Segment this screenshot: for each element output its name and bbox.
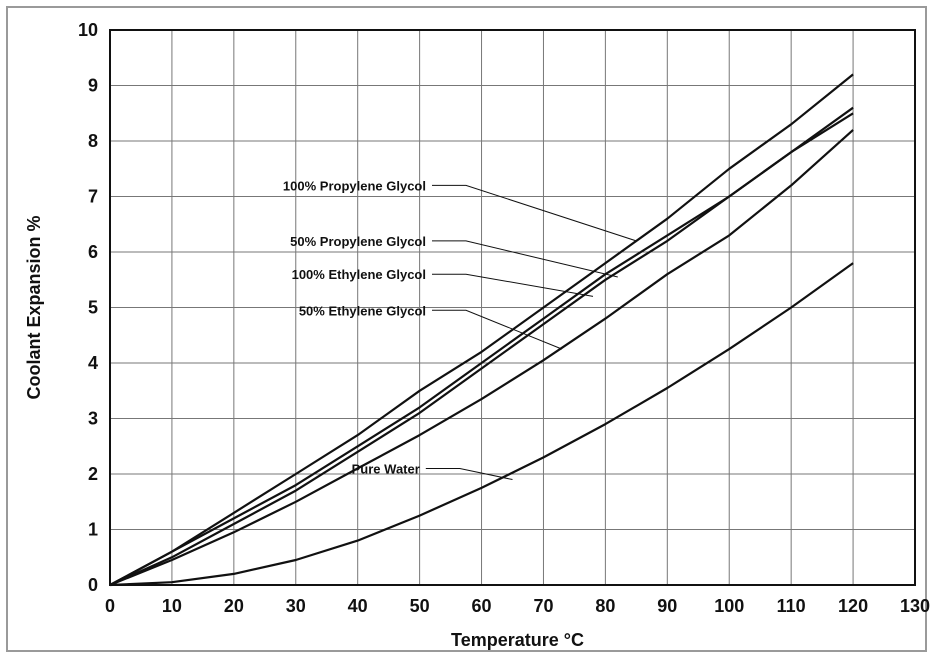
leader-line (432, 309, 563, 350)
grid (109, 29, 916, 586)
x-tick-label: 120 (838, 596, 868, 616)
y-tick-label: 3 (88, 409, 98, 429)
leader-line (425, 467, 513, 481)
x-tick-label: 30 (286, 596, 306, 616)
leader-line (432, 184, 637, 242)
y-tick-label: 7 (88, 187, 98, 207)
series-label: 100% Propylene Glycol (283, 178, 426, 193)
y-tick-label: 6 (88, 242, 98, 262)
x-tick-label: 60 (472, 596, 492, 616)
x-tick-label: 90 (657, 596, 677, 616)
y-tick-label: 0 (88, 575, 98, 595)
x-tick-label: 80 (595, 596, 615, 616)
y-tick-label: 9 (88, 76, 98, 96)
y-tick-label: 10 (78, 20, 98, 40)
leader-line (432, 273, 594, 297)
series-label: 50% Propylene Glycol (290, 234, 426, 249)
x-tick-label: 0 (105, 596, 115, 616)
y-tick-label: 1 (88, 520, 98, 540)
series-line (109, 73, 854, 586)
x-tick-label: 70 (533, 596, 553, 616)
x-axis-ticks: 0 10 20 30 40 50 60 70 80 90 100 110 120 130 (105, 596, 930, 616)
series-annotations: 100% Propylene Glycol 50% Propylene Glyco… (283, 178, 637, 481)
x-tick-label: 50 (410, 596, 430, 616)
series-label: 100% Ethylene Glycol (292, 267, 426, 282)
x-tick-label: 130 (900, 596, 930, 616)
series-line (109, 262, 854, 587)
y-tick-label: 5 (88, 298, 98, 318)
series-lines (109, 73, 854, 587)
series-line (109, 129, 854, 587)
series-label: 50% Ethylene Glycol (299, 303, 426, 318)
y-tick-label: 4 (88, 353, 98, 373)
series-label: Pure Water (352, 461, 420, 476)
series-line (109, 106, 854, 587)
y-axis-ticks: 0 1 2 3 4 5 6 7 8 9 10 (78, 20, 98, 595)
x-tick-label: 10 (162, 596, 182, 616)
leader-line (432, 240, 618, 278)
y-axis-title: Coolant Expansion % (24, 215, 44, 399)
x-tick-label: 20 (224, 596, 244, 616)
x-tick-label: 100 (714, 596, 744, 616)
y-tick-label: 2 (88, 464, 98, 484)
chart-frame (6, 6, 927, 652)
y-tick-label: 8 (88, 131, 98, 151)
plot-area (109, 29, 916, 586)
x-tick-label: 110 (777, 596, 806, 616)
x-axis-title: Temperature °C (451, 630, 584, 650)
x-tick-label: 40 (348, 596, 368, 616)
